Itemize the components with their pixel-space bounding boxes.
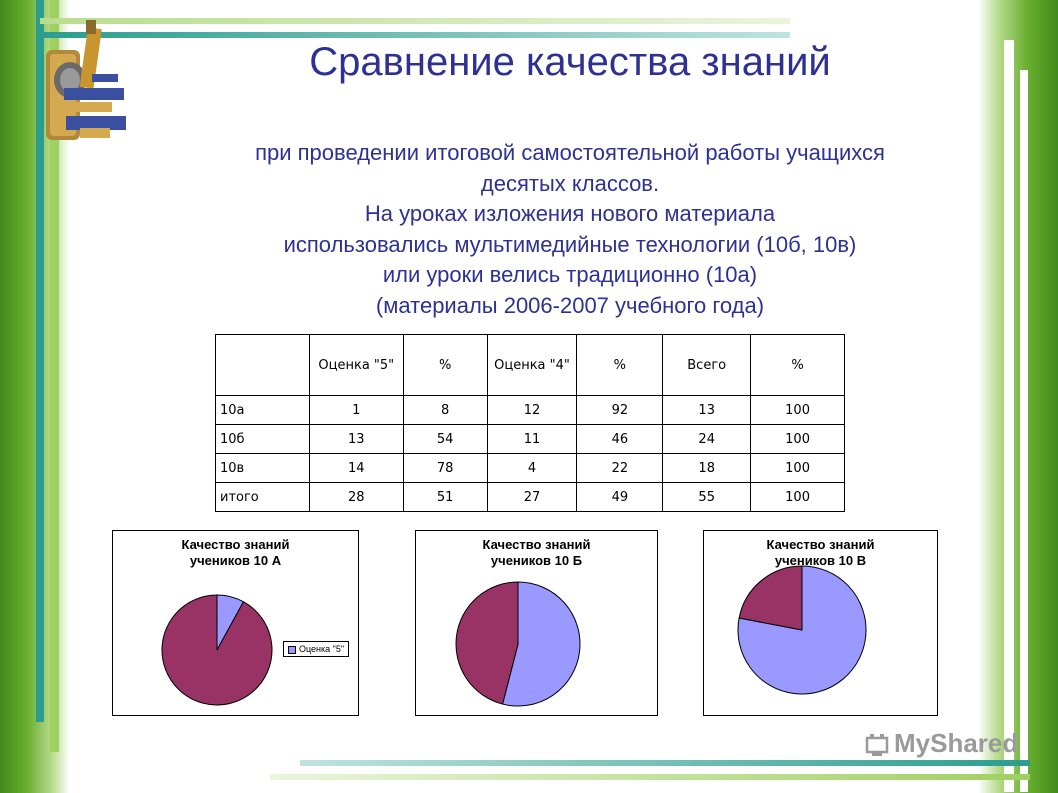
table-cell: 100 [750,482,845,512]
pie-chart-10a: Качество знаний учеников 10 А Оценка "5" [112,530,359,716]
table-cell: 49 [576,482,664,512]
table-cell: 24 [662,424,752,454]
subtitle-line: при проведении итоговой самостоятельной … [255,140,885,165]
row-label: 10б [215,424,310,454]
legend-label: Оценка "5" [299,644,345,654]
table-row: 10б 13 54 11 46 24 100 [215,424,845,454]
left-green-bar [50,0,59,752]
header-cell: % [402,334,488,396]
subtitle-line: или уроки велись традиционно (10а) [382,262,758,287]
chart-title-line: учеников 10 В [774,553,867,568]
header-cell [215,334,310,396]
microscope-icon [46,20,126,140]
table-cell: 11 [486,424,578,454]
top-green-line [40,18,790,24]
pie-svg [161,594,273,706]
table-cell: 51 [402,482,488,512]
row-label: 10а [215,395,310,425]
chart-title-line: Качество знаний [766,537,875,552]
pie-slice-1 [738,565,803,631]
left-teal-bar [36,0,44,722]
table-cell: 55 [662,482,752,512]
pie-slice-1 [455,581,519,705]
subtitle-line: использовались мультимедийные технологии… [283,231,857,257]
right-green-border [978,0,1058,793]
pie-svg [737,565,867,695]
table-cell: 14 [308,453,404,483]
chart-title-line: учеников 10 Б [490,553,583,568]
table-cell: 100 [750,395,845,425]
chart-title-line: Качество знаний [181,537,290,552]
subtitle: при проведении итоговой самостоятельной … [150,138,990,321]
chart-title: Качество знаний учеников 10 Б [416,537,657,569]
pie-slice-0 [737,565,867,695]
table-cell: 100 [750,424,845,454]
pie-svg [455,581,581,707]
chart-title: Качество знаний учеников 10 В [704,537,937,569]
chart-legend: Оценка "5" [283,641,350,657]
table-cell: 78 [402,453,488,483]
table-row: 10а 1 8 12 92 13 100 [215,395,845,425]
table-header-row: Оценка "5" % Оценка "4" % Всего % [215,334,845,396]
table-cell: 18 [662,453,752,483]
subtitle-line: (материалы 2006-2007 учебного года) [375,292,765,318]
table-cell: 4 [486,453,578,483]
header-cell: Оценка "5" [308,334,404,396]
table-cell: 100 [750,453,845,483]
chart-title-line: Качество знаний [482,537,591,552]
table-row: 10в 14 78 4 22 18 100 [215,453,845,483]
pie-chart-10b: Качество знаний учеников 10 Б [415,530,658,716]
table-cell: 27 [486,482,578,512]
table-cell: 8 [402,395,488,425]
table-cell: 13 [308,424,404,454]
header-cell: Всего [662,334,752,396]
page-title: Сравнение качества знаний [309,40,831,84]
header-cell: % [750,334,845,396]
chart-title-line: учеников 10 А [189,553,282,568]
bottom-green-line [270,774,1030,780]
right-white-bar-2 [1020,70,1028,792]
row-label: 10в [215,453,310,483]
table-cell: 22 [576,453,664,483]
chart-title: Качество знаний учеников 10 А [113,537,358,569]
table-cell: 54 [402,424,488,454]
table-row: итого 28 51 27 49 55 100 [215,482,845,512]
table-cell: 13 [662,395,752,425]
table-cell: 92 [576,395,664,425]
table-cell: 1 [308,395,404,425]
legend-swatch [288,645,296,654]
table-cell: 28 [308,482,404,512]
right-white-bar [1004,40,1014,792]
header-cell: % [576,334,664,396]
row-label: итого [215,482,310,512]
myshared-logo-icon [865,734,889,756]
bottom-teal-line [300,760,1030,766]
pie-slice-0 [501,581,581,707]
top-teal-line [40,32,790,38]
pie-slice-1 [161,594,273,706]
header-cell: Оценка "4" [486,334,578,396]
pie-chart-10v: Качество знаний учеников 10 В [703,530,938,716]
table-cell: 46 [576,424,664,454]
grades-table: Оценка "5" % Оценка "4" % Всего % 10а 1 … [215,334,845,512]
watermark-text: MyShared [894,728,1019,758]
subtitle-line: десятых классов. [480,170,660,196]
table-cell: 12 [486,395,578,425]
subtitle-line: На уроках изложения нового материала [364,201,776,226]
